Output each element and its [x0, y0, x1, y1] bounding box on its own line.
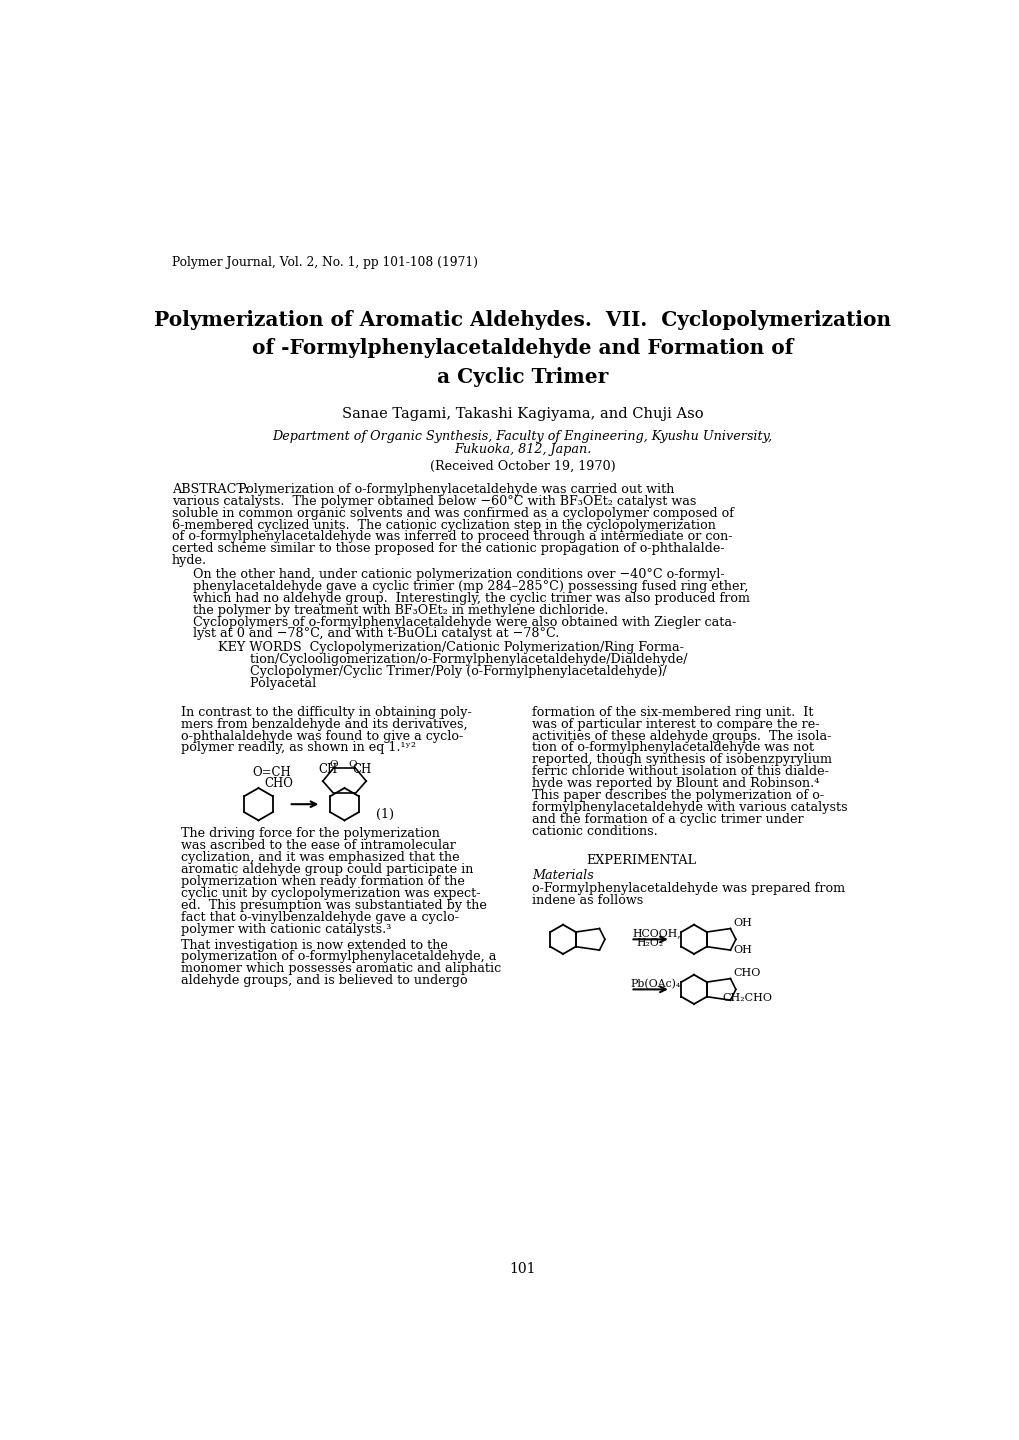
Text: was ascribed to the ease of intramolecular: was ascribed to the ease of intramolecul…: [180, 840, 455, 852]
Text: Polymer Journal, Vol. 2, No. 1, pp 101-108 (1971): Polymer Journal, Vol. 2, No. 1, pp 101-1…: [171, 256, 477, 269]
Text: tion/Cyclooligomerization/o-Formylphenylacetaldehyde/Dialdehyde/: tion/Cyclooligomerization/o-Formylphenyl…: [218, 652, 687, 665]
Text: phenylacetaldehyde gave a cyclic trimer (mp 284–285°C) possessing fused ring eth: phenylacetaldehyde gave a cyclic trimer …: [193, 580, 747, 593]
Text: certed scheme similar to those proposed for the cationic propagation of o-phthal: certed scheme similar to those proposed …: [171, 543, 723, 556]
Text: cyclic unit by cyclopolymerization was expect-: cyclic unit by cyclopolymerization was e…: [180, 887, 480, 900]
Text: CH: CH: [318, 763, 337, 776]
Text: Cyclopolymer/Cyclic Trimer/Poly (o-Formylphenylacetaldehyde)/: Cyclopolymer/Cyclic Trimer/Poly (o-Formy…: [218, 665, 666, 678]
Text: hyde was reported by Blount and Robinson.⁴: hyde was reported by Blount and Robinson…: [532, 778, 818, 791]
Text: In contrast to the difficulty in obtaining poly-: In contrast to the difficulty in obtaini…: [180, 706, 471, 719]
Text: Sanae Tagami, Takashi Kagiyama, and Chuji Aso: Sanae Tagami, Takashi Kagiyama, and Chuj…: [341, 408, 703, 420]
Text: HCOOH,: HCOOH,: [632, 927, 680, 937]
Text: indene as follows: indene as follows: [532, 893, 643, 907]
Text: H₂O₂: H₂O₂: [635, 937, 662, 948]
Text: fact that o-vinylbenzaldehyde gave a cyclo-: fact that o-vinylbenzaldehyde gave a cyc…: [180, 912, 459, 924]
Text: aldehyde groups, and is believed to undergo: aldehyde groups, and is believed to unde…: [180, 975, 467, 988]
Text: o-Formylphenylacetaldehyde was prepared from: o-Formylphenylacetaldehyde was prepared …: [532, 881, 845, 894]
Text: CHO: CHO: [264, 778, 293, 791]
Text: (1): (1): [376, 808, 394, 821]
Text: aromatic aldehyde group could participate in: aromatic aldehyde group could participat…: [180, 863, 473, 876]
Text: On the other hand, under cationic polymerization conditions over −40°C o-formyl-: On the other hand, under cationic polyme…: [193, 567, 723, 580]
Text: That investigation is now extended to the: That investigation is now extended to th…: [180, 939, 447, 952]
Text: The driving force for the polymerization: The driving force for the polymerization: [180, 828, 439, 841]
Text: ABSTRACT:: ABSTRACT:: [171, 482, 249, 495]
Text: reported, though synthesis of isobenzpyrylium: reported, though synthesis of isobenzpyr…: [532, 753, 832, 766]
Text: O: O: [329, 759, 338, 769]
Text: ed.  This presumption was substantiated by the: ed. This presumption was substantiated b…: [180, 899, 486, 912]
Text: CH: CH: [352, 763, 371, 776]
Text: O: O: [348, 759, 357, 769]
Text: mers from benzaldehyde and its derivatives,: mers from benzaldehyde and its derivativ…: [180, 717, 467, 730]
Text: soluble in common organic solvents and was confirmed as a cyclopolymer composed : soluble in common organic solvents and w…: [171, 507, 733, 520]
Text: polymerization of o-formylphenylacetaldehyde, a: polymerization of o-formylphenylacetalde…: [180, 950, 496, 963]
Text: and the formation of a cyclic trimer under: and the formation of a cyclic trimer und…: [532, 814, 803, 827]
Text: polymerization when ready formation of the: polymerization when ready formation of t…: [180, 876, 465, 888]
Text: Polymerization of Aromatic Aldehydes.  VII.  Cyclopolymerization: Polymerization of Aromatic Aldehydes. VI…: [154, 310, 891, 330]
Text: 6-membered cyclized units.  The cationic cyclization step in the cyclopolymeriza: 6-membered cyclized units. The cationic …: [171, 518, 715, 531]
Text: polymer readily, as shown in eq 1.¹ʸ²: polymer readily, as shown in eq 1.¹ʸ²: [180, 742, 416, 755]
Text: Fukuoka, 812, Japan.: Fukuoka, 812, Japan.: [453, 442, 591, 455]
Text: KEY WORDS  Cyclopolymerization/Cationic Polymerization/Ring Forma-: KEY WORDS Cyclopolymerization/Cationic P…: [218, 641, 684, 654]
Text: ferric chloride without isolation of this dialde-: ferric chloride without isolation of thi…: [532, 765, 828, 778]
Text: EXPERIMENTAL: EXPERIMENTAL: [586, 854, 696, 867]
Text: Cyclopolymers of o-formylphenylacetaldehyde were also obtained with Ziegler cata: Cyclopolymers of o-formylphenylacetaldeh…: [193, 615, 735, 628]
Text: a Cyclic Trimer: a Cyclic Trimer: [437, 367, 607, 387]
Text: Polymerization of o-formylphenylacetaldehyde was carried out with: Polymerization of o-formylphenylacetalde…: [229, 482, 674, 495]
Text: O=CH: O=CH: [252, 766, 290, 779]
Text: OH: OH: [733, 917, 752, 927]
Text: Pb(OAc)₄: Pb(OAc)₄: [630, 979, 680, 989]
Text: cyclization, and it was emphasized that the: cyclization, and it was emphasized that …: [180, 851, 460, 864]
Text: OH: OH: [733, 946, 752, 956]
Text: monomer which possesses aromatic and aliphatic: monomer which possesses aromatic and ali…: [180, 962, 500, 975]
Text: cationic conditions.: cationic conditions.: [532, 825, 657, 838]
Text: Department of Organic Synthesis, Faculty of Engineering, Kyushu University,: Department of Organic Synthesis, Faculty…: [272, 431, 772, 444]
Text: of ­Formylphenylacetaldehyde and Formation of: of ­Formylphenylacetaldehyde and Formati…: [252, 338, 793, 359]
Text: formylphenylacetaldehyde with various catalysts: formylphenylacetaldehyde with various ca…: [532, 801, 847, 814]
Text: tion of o-formylphenylacetaldehyde was not: tion of o-formylphenylacetaldehyde was n…: [532, 742, 813, 755]
Text: Materials: Materials: [532, 868, 593, 881]
Text: activities of these aldehyde groups.  The isola-: activities of these aldehyde groups. The…: [532, 730, 830, 743]
Text: of o-formylphenylacetaldehyde was inferred to proceed through a intermediate or : of o-formylphenylacetaldehyde was inferr…: [171, 530, 732, 543]
Text: the polymer by treatment with BF₃OEt₂ in methylene dichloride.: the polymer by treatment with BF₃OEt₂ in…: [193, 603, 607, 616]
Text: This paper describes the polymerization of o-: This paper describes the polymerization …: [532, 789, 823, 802]
Text: hyde.: hyde.: [171, 554, 207, 567]
Text: formation of the six-membered ring unit.  It: formation of the six-membered ring unit.…: [532, 706, 813, 719]
Text: which had no aldehyde group.  Interestingly, the cyclic trimer was also produced: which had no aldehyde group. Interesting…: [193, 592, 749, 605]
Text: Polyacetal: Polyacetal: [218, 677, 316, 690]
Text: (Received October 19, 1970): (Received October 19, 1970): [429, 459, 615, 472]
Text: was of particular interest to compare the re-: was of particular interest to compare th…: [532, 717, 818, 730]
Text: o-phthalaldehyde was found to give a cyclo-: o-phthalaldehyde was found to give a cyc…: [180, 730, 463, 743]
Text: 101: 101: [510, 1263, 535, 1276]
Text: various catalysts.  The polymer obtained below −60°C with BF₃OEt₂ catalyst was: various catalysts. The polymer obtained …: [171, 495, 695, 508]
Text: CH₂CHO: CH₂CHO: [722, 994, 772, 1004]
Text: CHO: CHO: [733, 968, 760, 978]
Text: lyst at 0 and −78°C, and with t-BuOLi catalyst at −78°C.: lyst at 0 and −78°C, and with t-BuOLi ca…: [193, 628, 558, 641]
Text: polymer with cationic catalysts.³: polymer with cationic catalysts.³: [180, 923, 391, 936]
